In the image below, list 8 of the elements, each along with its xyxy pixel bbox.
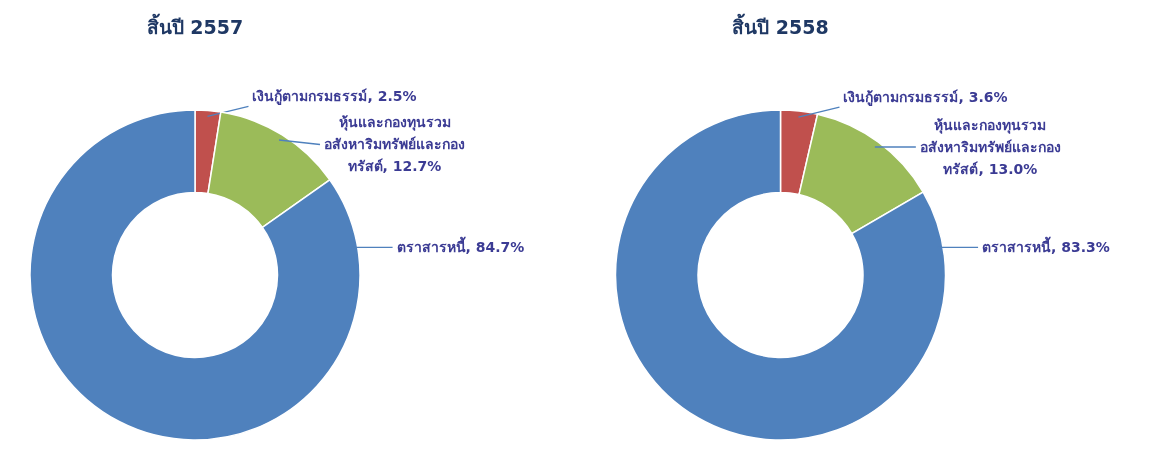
slice-label: ตราสารหนี้, 84.7% bbox=[396, 236, 525, 256]
slice-label: ตราสารหนี้, 83.3% bbox=[982, 236, 1110, 256]
slice-label: เงินกู้ตามกรมธรรม์, 3.6% bbox=[843, 89, 1008, 107]
chart-title: สิ้นปี 2558 bbox=[732, 13, 829, 38]
slice-label: หุ้นและกองทุนรวมอสังหาริมทรัพย์และกองทรัสต์, 12.7% bbox=[324, 114, 465, 175]
chart-title: สิ้นปี 2557 bbox=[146, 13, 244, 38]
slice-label: หุ้นและกองทุนรวมอสังหาริมทรัพย์และกองทรัสต์, 13.0% bbox=[919, 117, 1061, 178]
slice-label: เงินกู้ตามกรมธรรม์, 2.5% bbox=[252, 88, 417, 106]
